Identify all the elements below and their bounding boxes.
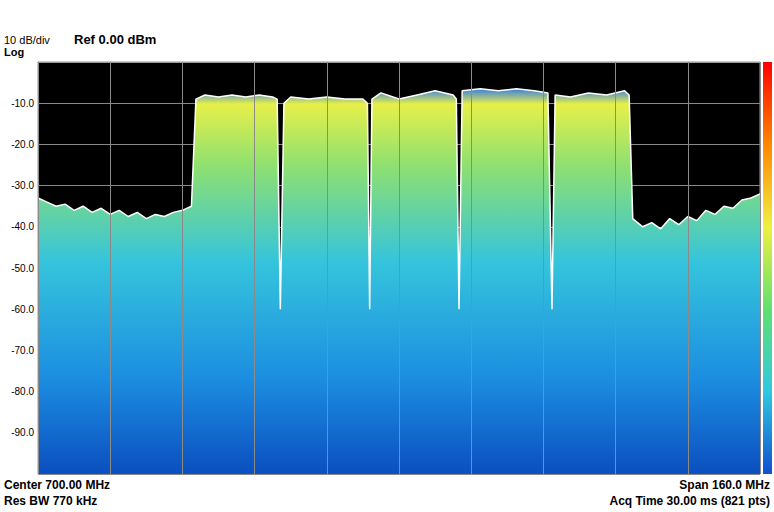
svg-text:-30.0: -30.0 — [11, 180, 34, 191]
svg-text:-20.0: -20.0 — [11, 139, 34, 150]
svg-text:-50.0: -50.0 — [11, 263, 34, 274]
svg-text:10 dB/div: 10 dB/div — [4, 34, 50, 46]
svg-text:Acq Time 30.00 ms (821 pts): Acq Time 30.00 ms (821 pts) — [609, 494, 770, 508]
svg-text:Log: Log — [4, 46, 24, 58]
svg-text:-10.0: -10.0 — [11, 98, 34, 109]
svg-text:-80.0: -80.0 — [11, 386, 34, 397]
svg-text:-90.0: -90.0 — [11, 427, 34, 438]
svg-text:-60.0: -60.0 — [11, 304, 34, 315]
svg-text:Center 700.00 MHz: Center 700.00 MHz — [4, 478, 110, 492]
svg-text:-70.0: -70.0 — [11, 345, 34, 356]
svg-text:Res BW 770 kHz: Res BW 770 kHz — [4, 494, 97, 508]
svg-text:Ref 0.00 dBm: Ref 0.00 dBm — [74, 32, 156, 47]
svg-text:Span 160.0 MHz: Span 160.0 MHz — [679, 478, 770, 492]
svg-text:-40.0: -40.0 — [11, 221, 34, 232]
